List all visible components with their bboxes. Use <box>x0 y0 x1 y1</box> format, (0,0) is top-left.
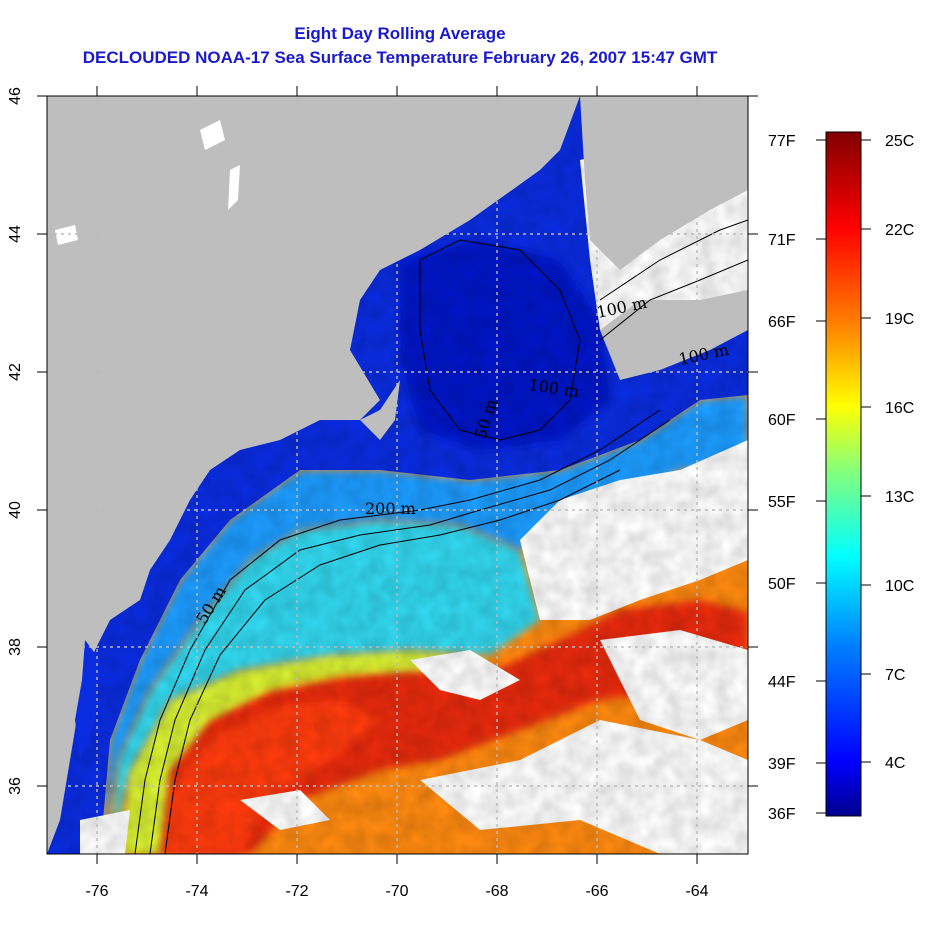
celsius-label: 19C <box>885 311 914 328</box>
celsius-label: 7C <box>885 667 905 684</box>
x-axis: -76 -74 -72 -70 -68 -66 -64 <box>85 86 709 900</box>
lat-tick-label: 36 <box>7 777 24 795</box>
lat-tick-label: 46 <box>7 87 24 105</box>
celsius-label: 10C <box>885 578 914 595</box>
map-plot-area: 50 m 200 m 50 m 100 m 100 m 100 m <box>47 96 748 854</box>
fahrenheit-label: 50F <box>768 576 796 593</box>
lon-tick-label: -64 <box>685 883 708 900</box>
celsius-label: 25C <box>885 133 914 150</box>
celsius-label: 16C <box>885 400 914 417</box>
fahrenheit-label: 44F <box>768 674 796 691</box>
fahrenheit-label: 36F <box>768 806 796 823</box>
celsius-label: 4C <box>885 755 905 772</box>
land-cape-cod <box>360 380 400 440</box>
lat-tick-label: 40 <box>7 501 24 519</box>
land-nova-scotia-south <box>600 290 748 380</box>
celsius-label: 22C <box>885 222 914 239</box>
lat-tick-label: 38 <box>7 638 24 656</box>
colorbar-gradient <box>825 131 862 817</box>
lon-tick-label: -74 <box>185 883 208 900</box>
y-axis: 36 38 40 42 44 46 <box>7 87 758 795</box>
celsius-label: 13C <box>885 489 914 506</box>
lon-tick-label: -76 <box>85 883 108 900</box>
fahrenheit-label: 39F <box>768 756 796 773</box>
fahrenheit-label: 55F <box>768 494 796 511</box>
lon-tick-label: -68 <box>485 883 508 900</box>
lat-tick-label: 42 <box>7 363 24 381</box>
chart-subtitle: DECLOUDED NOAA-17 Sea Surface Temperatur… <box>82 48 718 67</box>
lon-tick-label: -72 <box>285 883 308 900</box>
chesapeake-bay <box>75 640 100 760</box>
contour-label-200m: 200 m <box>365 499 416 518</box>
lon-tick-label: -66 <box>585 883 608 900</box>
colorbar: 25C 22C 19C 16C 13C 10C 7C 4C 77F 71F 66… <box>768 131 914 823</box>
fahrenheit-label: 77F <box>768 133 796 150</box>
bathymetry-contours <box>134 219 748 854</box>
inland-lakes <box>55 120 240 245</box>
land-us-east-coast <box>47 96 580 854</box>
lon-tick-label: -70 <box>385 883 408 900</box>
fahrenheit-label: 60F <box>768 412 796 429</box>
graticule <box>47 96 748 854</box>
lat-tick-label: 44 <box>7 225 24 243</box>
fahrenheit-label: 66F <box>768 314 796 331</box>
land-nova-scotia <box>580 96 748 270</box>
fahrenheit-label: 71F <box>768 232 796 249</box>
chart-title: Eight Day Rolling Average <box>294 24 506 43</box>
